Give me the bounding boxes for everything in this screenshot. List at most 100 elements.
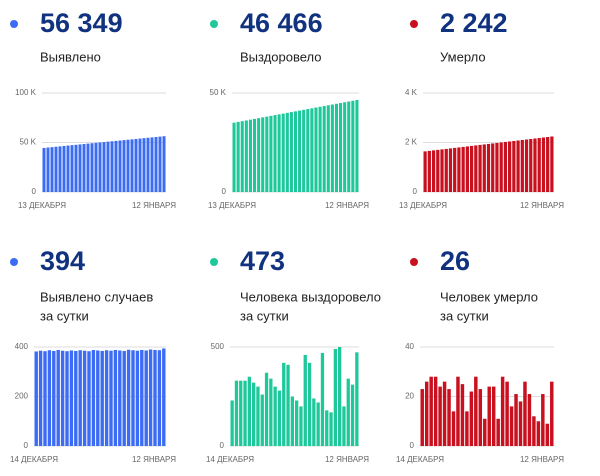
- bar: [420, 389, 424, 446]
- bar: [474, 145, 478, 192]
- bar: [333, 348, 337, 446]
- bar: [451, 411, 456, 446]
- bar: [126, 349, 131, 446]
- bar: [527, 394, 532, 446]
- bar: [56, 349, 60, 446]
- bar: [256, 386, 260, 446]
- bar: [342, 406, 346, 446]
- bar: [346, 378, 350, 446]
- bar: [69, 350, 74, 446]
- dot: [10, 20, 18, 28]
- bar: [265, 116, 269, 192]
- bar: [100, 350, 104, 446]
- y-tick-label: 0: [24, 441, 29, 450]
- bar: [122, 140, 126, 192]
- bar: [295, 400, 299, 446]
- bar: [252, 382, 256, 446]
- y-tick-label: 40: [405, 342, 414, 351]
- bar: [429, 376, 433, 446]
- bar: [431, 150, 436, 192]
- bar: [524, 139, 529, 192]
- headline: 2 242: [440, 8, 508, 38]
- bar: [46, 147, 50, 192]
- headline: 26: [440, 246, 470, 276]
- bar: [299, 406, 303, 446]
- bar: [130, 139, 134, 192]
- bar: [104, 350, 109, 446]
- bar: [312, 398, 316, 446]
- bar: [310, 108, 314, 192]
- bar: [320, 352, 325, 446]
- bar: [326, 105, 330, 192]
- bar: [110, 141, 114, 192]
- bar: [330, 104, 334, 192]
- label: Человека выздоровело: [240, 289, 381, 304]
- x-tick-label: 12 ЯНВАРЯ: [325, 201, 369, 210]
- bar: [457, 147, 461, 192]
- bar: [281, 113, 285, 192]
- x-tick-label: 12 ЯНВАРЯ: [132, 455, 176, 464]
- bar: [158, 136, 162, 192]
- bar: [236, 121, 240, 192]
- bar: [47, 350, 52, 446]
- bar: [448, 148, 453, 192]
- bar: [447, 389, 451, 446]
- bar: [38, 350, 43, 446]
- bar: [162, 136, 166, 192]
- label: за сутки: [440, 308, 489, 323]
- bar: [440, 149, 444, 192]
- bar: [512, 140, 516, 192]
- bar: [43, 351, 47, 446]
- bar: [269, 378, 273, 446]
- bar: [146, 137, 150, 192]
- bar: [550, 381, 554, 446]
- bar: [478, 389, 483, 446]
- bar: [230, 400, 234, 446]
- bar: [474, 376, 478, 446]
- y-tick-label: 100 K: [15, 88, 37, 97]
- bar: [465, 411, 469, 446]
- bar: [298, 110, 302, 192]
- bar: [537, 137, 541, 192]
- x-tick-label: 13 ДЕКАБРЯ: [399, 201, 447, 210]
- bar: [293, 111, 298, 192]
- y-tick-label: 200: [15, 392, 29, 401]
- bar: [546, 137, 550, 192]
- bar: [42, 147, 46, 192]
- bar: [131, 350, 135, 446]
- bar: [469, 145, 474, 192]
- dot: [410, 258, 418, 266]
- bar: [118, 350, 122, 446]
- bar: [244, 120, 248, 192]
- y-tick-label: 2 K: [405, 138, 418, 147]
- y-tick-label: 0: [413, 187, 418, 196]
- bar: [550, 136, 554, 192]
- bar: [438, 386, 442, 446]
- bar: [142, 138, 146, 192]
- bar: [503, 141, 508, 192]
- bar: [260, 394, 264, 446]
- bar: [289, 112, 293, 192]
- bar: [496, 418, 500, 446]
- bar: [523, 381, 527, 446]
- bar: [483, 418, 487, 446]
- bar: [86, 143, 90, 192]
- bar: [505, 381, 509, 446]
- bar: [62, 145, 66, 192]
- bar: [162, 348, 166, 446]
- bar: [529, 138, 533, 192]
- bar: [427, 150, 431, 192]
- bar: [302, 109, 306, 192]
- bar: [533, 138, 537, 192]
- bar: [307, 362, 312, 446]
- bar: [157, 350, 162, 446]
- label: Выявлено: [40, 49, 101, 64]
- label: Умерло: [440, 49, 486, 64]
- headline: 394: [40, 246, 85, 276]
- label: за сутки: [240, 308, 289, 323]
- bar: [314, 107, 318, 192]
- x-tick-label: 12 ЯНВАРЯ: [132, 201, 176, 210]
- bar: [351, 100, 355, 192]
- bar: [140, 349, 144, 446]
